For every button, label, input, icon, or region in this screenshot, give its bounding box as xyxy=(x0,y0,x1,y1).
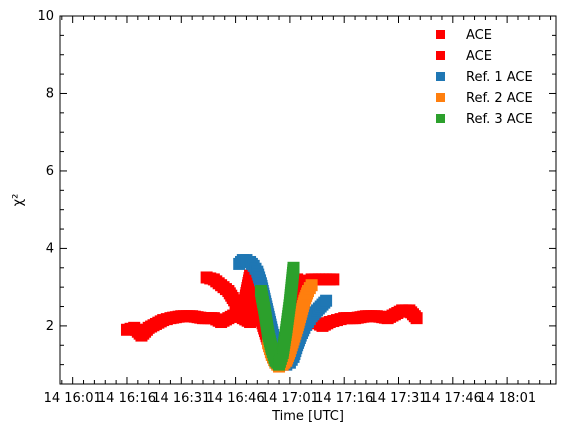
x-tick-label: 14 17:46 xyxy=(424,391,482,406)
y-tick-label: 8 xyxy=(46,86,54,101)
legend-marker xyxy=(436,72,445,81)
legend-marker xyxy=(436,93,445,102)
x-tick-label: 14 18:01 xyxy=(478,391,536,406)
y-tick-label: 4 xyxy=(46,241,54,256)
y-tick-label: 10 xyxy=(37,9,54,24)
x-axis-label: Time [UTC] xyxy=(271,409,344,424)
legend-label: Ref. 1 ACE xyxy=(466,70,533,85)
legend: ACE ACE Ref. 1 ACE Ref. 2 ACE Ref. 3 ACE xyxy=(436,28,533,127)
legend-marker xyxy=(436,114,445,123)
legend-label: ACE xyxy=(466,49,492,64)
legend-marker xyxy=(436,30,445,39)
y-tick-label: 2 xyxy=(46,319,54,334)
x-tick-label: 14 17:31 xyxy=(369,391,427,406)
legend-label: ACE xyxy=(466,28,492,43)
x-tick-label: 14 16:16 xyxy=(98,391,156,406)
data-point xyxy=(410,312,423,325)
series-5 xyxy=(254,261,300,371)
data-point xyxy=(320,294,333,307)
legend-marker xyxy=(436,51,445,60)
axes-frame xyxy=(59,15,557,385)
data-point xyxy=(305,279,318,292)
x-tick-label: 14 16:46 xyxy=(207,391,265,406)
x-tick-label: 14 17:01 xyxy=(261,391,319,406)
y-tick-label: 6 xyxy=(46,164,54,179)
legend-label: Ref. 2 ACE xyxy=(466,91,533,106)
x-tick-label: 14 16:01 xyxy=(44,391,102,406)
x-tick-label: 14 16:31 xyxy=(152,391,210,406)
legend-label: Ref. 3 ACE xyxy=(466,112,533,127)
data-point xyxy=(327,273,340,286)
data-point xyxy=(287,261,300,274)
x-tick-label: 14 17:16 xyxy=(315,391,373,406)
y-axis-label: χ² xyxy=(11,194,26,207)
plot-area xyxy=(120,254,423,373)
